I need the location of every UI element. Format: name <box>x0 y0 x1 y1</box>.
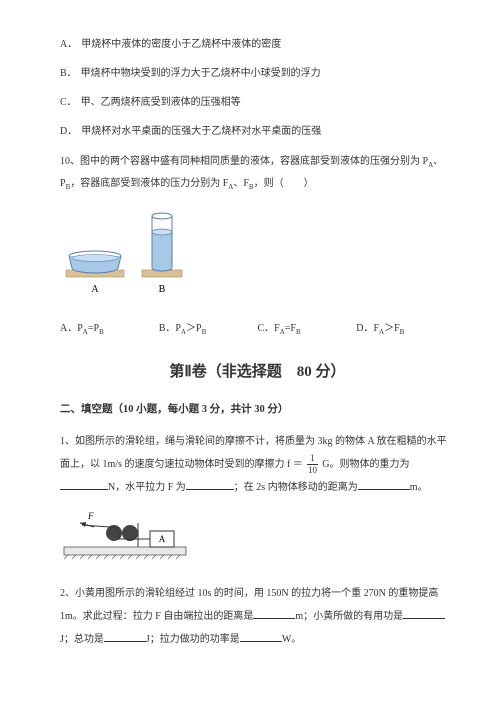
label-a: A <box>91 284 99 295</box>
q10-opt-d: D．FA＞FB <box>356 319 455 339</box>
option-text: 甲烧杯对水平桌面的压强大于乙烧杯对水平桌面的压强 <box>81 126 321 137</box>
text: =P <box>88 323 99 334</box>
text: m；小黄所做的有用功是 <box>295 611 403 622</box>
blank <box>358 481 410 490</box>
text: 、F <box>233 178 249 189</box>
q10-diagram: A B <box>60 212 455 309</box>
text: B．P <box>159 323 181 334</box>
label-b: B <box>159 284 166 295</box>
text: 10、图中的两个容器中盛有同种相同质量的液体，容器底部受到液体的压强分别为 P <box>60 156 428 167</box>
option-text: 甲烧杯中物块受到的浮力大于乙烧杯中小球受到的浮力 <box>81 68 321 79</box>
blank <box>186 481 234 490</box>
option-label: C． <box>60 97 77 108</box>
q1-stem: 1、如图所示的滑轮组，绳与滑轮间的摩擦不计，将质量为 3kg 的物体 A 放在粗… <box>60 430 455 499</box>
section-title: 第Ⅱ卷（非选择题 80 分） <box>60 358 455 387</box>
pulley-diagram: F A <box>60 509 190 561</box>
q10-opt-a: A．PA=PB <box>60 319 159 339</box>
blank <box>60 481 108 490</box>
numerator: 1 <box>307 454 318 465</box>
option-label: A． <box>60 39 77 50</box>
text: ＞P <box>186 323 202 334</box>
text: G。则物体的重力为 <box>322 459 409 470</box>
text: m。 <box>410 482 428 493</box>
blank <box>240 633 282 642</box>
text: D．F <box>356 323 379 334</box>
text: ＞F <box>384 323 400 334</box>
text: ，则（ ） <box>254 178 314 189</box>
text: J；总功是 <box>60 634 104 645</box>
text: =F <box>285 323 296 334</box>
text: ，容器底部受到液体的压力分别为 F <box>70 178 228 189</box>
text: C．F <box>258 323 280 334</box>
q1-diagram: F A <box>60 509 455 568</box>
text: W。 <box>282 634 301 645</box>
blank <box>104 633 146 642</box>
q9-option-c: C． 甲、乙两烧杯底受到液体的压强相等 <box>60 93 455 112</box>
q10-opt-b: B．PA＞PB <box>159 319 258 339</box>
q9-option-d: D． 甲烧杯对水平桌面的压强大于乙烧杯对水平桌面的压强 <box>60 122 455 141</box>
fill-header: 二、填空题（10 小题，每小题 3 分，共计 30 分） <box>60 400 455 420</box>
q9-option-a: A． 甲烧杯中液体的密度小于乙烧杯中液体的密度 <box>60 35 455 54</box>
option-text: 甲、乙两烧杯底受到液体的压强相等 <box>81 97 241 108</box>
fraction: 110 <box>307 454 318 475</box>
option-text: 甲烧杯中液体的密度小于乙烧杯中液体的密度 <box>81 39 281 50</box>
text: N，水平拉力 F 为 <box>108 482 186 493</box>
q10-stem: 10、图中的两个容器中盛有同种相同质量的液体，容器底部受到液体的压强分别为 PA… <box>60 151 455 194</box>
q2-stem: 2、小黄用图所示的滑轮组经过 10s 的时间，用 150N 的拉力将一个重 27… <box>60 582 455 651</box>
option-label: D． <box>60 126 77 137</box>
text: A．P <box>60 323 83 334</box>
q10-options: A．PA=PB B．PA＞PB C．FA=FB D．FA＞FB <box>60 319 455 339</box>
force-label: F <box>87 511 94 521</box>
blank <box>253 610 295 619</box>
q10-opt-c: C．FA=FB <box>258 319 357 339</box>
option-label: B． <box>60 68 77 79</box>
text: J；拉力做功的功率是 <box>146 634 240 645</box>
box-label: A <box>159 534 166 544</box>
denominator: 10 <box>307 465 318 475</box>
text: ；在 2s 内物体移动的距离为 <box>234 482 358 493</box>
containers-diagram: A B <box>60 212 200 302</box>
q9-option-b: B． 甲烧杯中物块受到的浮力大于乙烧杯中小球受到的浮力 <box>60 64 455 83</box>
blank <box>403 610 445 619</box>
